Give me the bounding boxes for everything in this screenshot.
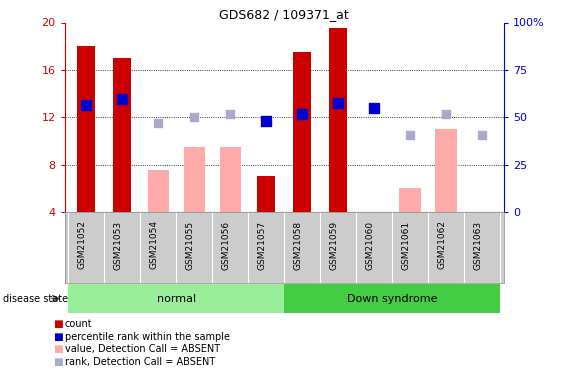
Point bbox=[262, 118, 271, 124]
Text: ■: ■ bbox=[53, 344, 63, 354]
Text: rank, Detection Call = ABSENT: rank, Detection Call = ABSENT bbox=[65, 357, 215, 366]
Point bbox=[298, 111, 307, 117]
Text: percentile rank within the sample: percentile rank within the sample bbox=[65, 332, 230, 342]
Bar bbox=[77, 46, 95, 212]
Bar bbox=[436, 129, 457, 212]
Bar bbox=[148, 171, 169, 212]
Text: GSM21056: GSM21056 bbox=[221, 220, 230, 270]
Text: GSM21053: GSM21053 bbox=[113, 220, 122, 270]
Bar bbox=[400, 188, 421, 212]
Bar bbox=[113, 58, 131, 212]
Text: GSM21054: GSM21054 bbox=[149, 220, 158, 269]
Point bbox=[226, 111, 235, 117]
Point bbox=[154, 120, 163, 126]
Text: ■: ■ bbox=[53, 320, 63, 329]
Bar bbox=[284, 284, 501, 313]
Point bbox=[118, 96, 127, 102]
Text: GSM21059: GSM21059 bbox=[329, 220, 338, 270]
Point bbox=[370, 105, 379, 111]
Text: GSM21055: GSM21055 bbox=[185, 220, 194, 270]
Point bbox=[334, 100, 343, 106]
Text: disease state: disease state bbox=[3, 294, 68, 303]
Bar bbox=[184, 147, 205, 212]
Text: GSM21061: GSM21061 bbox=[401, 220, 410, 270]
Point bbox=[190, 114, 199, 120]
Text: ■: ■ bbox=[53, 332, 63, 342]
Bar bbox=[293, 52, 311, 212]
Bar bbox=[68, 284, 284, 313]
Text: Down syndrome: Down syndrome bbox=[347, 294, 437, 303]
Text: ■: ■ bbox=[53, 357, 63, 366]
Text: GSM21058: GSM21058 bbox=[293, 220, 302, 270]
Text: count: count bbox=[65, 320, 92, 329]
Point bbox=[82, 102, 91, 108]
Point bbox=[478, 132, 487, 138]
Text: GSM21063: GSM21063 bbox=[473, 220, 482, 270]
Point bbox=[442, 111, 451, 117]
Bar bbox=[329, 28, 347, 212]
Title: GDS682 / 109371_at: GDS682 / 109371_at bbox=[220, 8, 349, 21]
Point bbox=[406, 132, 415, 138]
Text: GSM21062: GSM21062 bbox=[437, 220, 446, 269]
Bar bbox=[257, 176, 275, 212]
Text: GSM21052: GSM21052 bbox=[77, 220, 86, 269]
Text: GSM21060: GSM21060 bbox=[365, 220, 374, 270]
Text: value, Detection Call = ABSENT: value, Detection Call = ABSENT bbox=[65, 344, 220, 354]
Text: GSM21057: GSM21057 bbox=[257, 220, 266, 270]
Bar bbox=[220, 147, 241, 212]
Text: normal: normal bbox=[157, 294, 196, 303]
